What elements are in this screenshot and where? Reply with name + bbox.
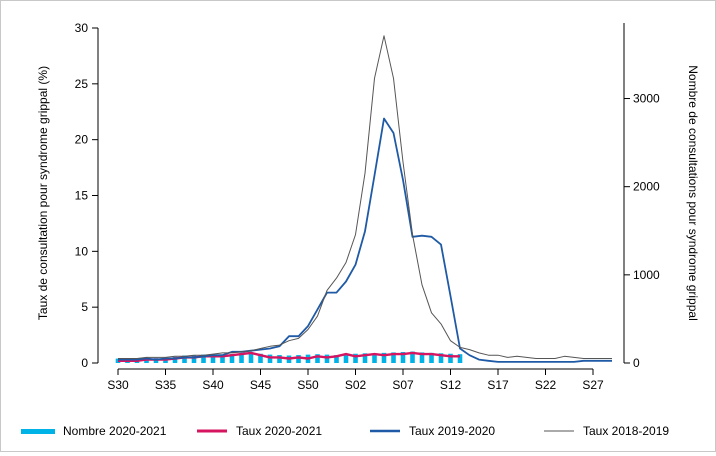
x-tick-label: S30 [107,378,129,392]
y-tick-label-left: 25 [75,77,89,91]
x-tick-label: S45 [250,378,272,392]
x-tick-label: S27 [582,378,604,392]
bar-nombre-2020-2021 [296,355,301,363]
bar-nombre-2020-2021 [277,355,282,363]
legend-label-nombre-2020-2021: Nombre 2020-2021 [63,424,167,438]
bar-nombre-2020-2021 [229,354,235,363]
x-tick-label: S35 [155,378,177,392]
bar-nombre-2020-2021 [315,354,320,363]
y-axis-label-right: Nombre de consultations pour syndrome gr… [686,65,700,320]
axes: 0 5 10 15 20 25 30 0 1000 2000 3000 S30 S35 S40 S45 S50… [75,21,660,392]
bar-nombre-2020-2021 [258,353,263,363]
legend-label-taux-2018-2019: Taux 2018-2019 [583,424,669,438]
line-taux-2019-2020 [118,117,612,363]
y-tick-label-left: 15 [75,189,89,203]
y-tick-label-left: 20 [75,133,89,147]
bar-nombre-2020-2021 [191,355,197,363]
y-tick-label-left: 30 [75,21,89,35]
line-taux-2018-2019 [118,35,612,359]
bar-nombre-2020-2021 [201,354,206,363]
y-tick-label-right: 1000 [633,268,660,282]
x-tick-label: S02 [345,378,367,392]
bar-nombre-2020-2021 [381,352,387,363]
bar-nombre-2020-2021 [220,355,225,363]
x-tick-label: S17 [487,378,509,392]
legend: Nombre 2020-2021 Taux 2020-2021 Taux 201… [21,424,669,438]
y-tick-label-right: 0 [633,356,640,370]
plot-area [115,35,612,363]
y-tick-label-left: 0 [81,356,88,370]
bar-nombre-2020-2021 [182,355,187,363]
bar-nombre-2020-2021 [400,351,406,363]
x-tick-label: S12 [440,378,462,392]
bar-nombre-2020-2021 [239,353,244,363]
bar-nombre-2020-2021 [248,352,254,363]
x-tick-label: S40 [202,378,224,392]
bar-nombre-2020-2021 [210,355,216,363]
bar-nombre-2020-2021 [438,353,444,363]
bar-nombre-2020-2021 [172,356,178,363]
legend-label-taux-2019-2020: Taux 2019-2020 [409,424,495,438]
y-tick-label-left: 5 [81,300,88,314]
x-tick-label: S50 [297,378,319,392]
bar-nombre-2020-2021 [267,354,273,363]
bar-nombre-2020-2021 [372,353,377,363]
x-tick-label: S22 [535,378,557,392]
bar-nombre-2020-2021 [362,353,368,363]
bar-nombre-2020-2021 [391,352,396,363]
bar-nombre-2020-2021 [334,355,339,363]
legend-label-taux-2020-2021: Taux 2020-2021 [236,424,322,438]
bar-nombre-2020-2021 [343,354,349,363]
bar-nombre-2020-2021 [457,354,463,363]
y-tick-label-right: 2000 [633,180,660,194]
legend-swatch-nombre-2020-2021 [21,429,55,434]
bar-nombre-2020-2021 [448,353,453,363]
bar-nombre-2020-2021 [410,351,415,363]
y-tick-label-right: 3000 [633,92,660,106]
y-axis-label-left: Taux de consultation pour syndrome gripp… [36,66,50,320]
bar-nombre-2020-2021 [353,353,358,363]
bar-nombre-2020-2021 [429,352,434,363]
x-tick-label: S07 [392,378,414,392]
bar-nombre-2020-2021 [419,352,425,363]
y-tick-label-left: 10 [75,244,89,258]
bar-nombre-2020-2021 [324,354,330,363]
